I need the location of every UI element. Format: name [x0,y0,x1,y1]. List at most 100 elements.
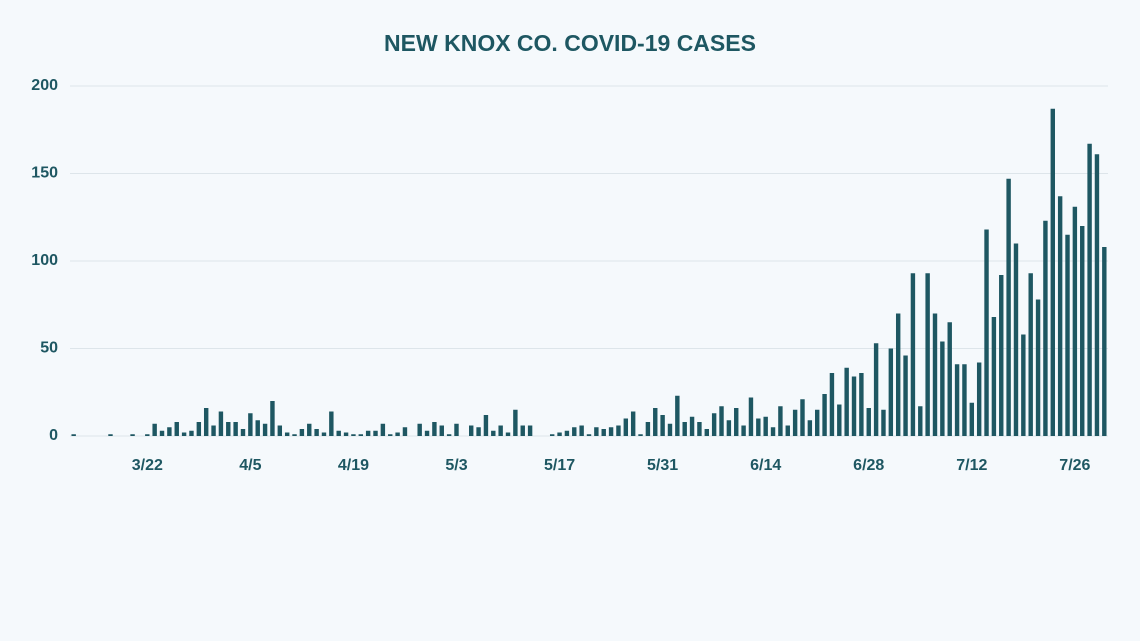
bar [910,273,916,436]
bar [991,317,997,436]
bar [469,425,474,436]
bar [653,408,658,436]
bar [999,275,1004,436]
bar [189,430,194,436]
bar [395,432,400,436]
bar [704,429,709,436]
bar [476,427,481,436]
bar [549,434,555,436]
bar [741,425,746,436]
bar [682,422,687,436]
chart-title: NEW KNOX CO. COVID-19 CASES [384,30,756,56]
x-tick-label: 3/22 [132,457,163,474]
bar [660,415,665,436]
bar [203,408,209,436]
bar [667,423,673,436]
x-tick-label: 7/12 [956,457,987,474]
bar [513,409,518,436]
bar [314,429,319,436]
bar [594,427,599,436]
bar [417,423,422,436]
bar [365,430,371,436]
bar [520,425,525,436]
bar [270,401,275,436]
x-tick-label: 6/28 [853,457,884,474]
bar [697,422,702,436]
bar [373,430,378,436]
bar [984,229,989,436]
bar [579,425,584,436]
bar [895,313,901,436]
bar [1057,196,1063,436]
bar [1006,178,1011,436]
bar [1021,334,1026,436]
bar [1013,243,1019,436]
bar [152,423,157,436]
bar [402,427,408,436]
bar [881,409,886,436]
bar [645,422,651,436]
bar [954,364,960,436]
bar [822,394,827,436]
bar [307,423,312,436]
bar [969,402,975,436]
x-tick-label: 5/3 [445,457,467,474]
bar [947,322,952,436]
bar [255,420,260,436]
y-tick-label: 0 [49,427,58,444]
x-tick-label: 4/19 [338,457,369,474]
bar [1102,247,1107,436]
bar [829,373,835,436]
bar [527,425,533,436]
bar [299,429,305,436]
bar [763,416,768,436]
bar [181,432,187,436]
bar [719,406,724,436]
bar [248,413,253,436]
bar [498,425,503,436]
bar [108,434,113,436]
bar [329,411,334,436]
bar [336,430,341,436]
bar [734,408,739,436]
bar [1065,234,1070,436]
bar [321,432,327,436]
bar [748,397,754,436]
bar [167,427,172,436]
y-tick-label: 50 [40,340,58,357]
y-tick-label: 200 [31,77,58,94]
x-tick-label: 6/14 [750,457,781,474]
bar [940,341,945,436]
bar [505,432,511,436]
bar [756,418,761,436]
x-tick-label: 5/17 [544,457,575,474]
bar [145,434,150,436]
bar [262,423,268,436]
bar [483,415,489,436]
bar [800,399,805,436]
bar [778,406,783,436]
bar [623,418,629,436]
bar [432,422,437,436]
bar [358,434,363,436]
bar [284,432,290,436]
bar [770,427,776,436]
bar [1050,108,1055,436]
y-tick-label: 150 [31,165,58,182]
bar [454,423,459,436]
bar [424,430,430,436]
bar [233,422,238,436]
bar [859,373,864,436]
bar [1080,226,1085,436]
bar [218,411,224,436]
bar [196,422,202,436]
bar [211,425,216,436]
bar [844,367,849,436]
bar [962,364,967,436]
bar [277,425,283,436]
bar [903,355,908,436]
bar [888,348,894,436]
bar [586,434,592,436]
bar [159,430,165,436]
bar [572,427,577,436]
